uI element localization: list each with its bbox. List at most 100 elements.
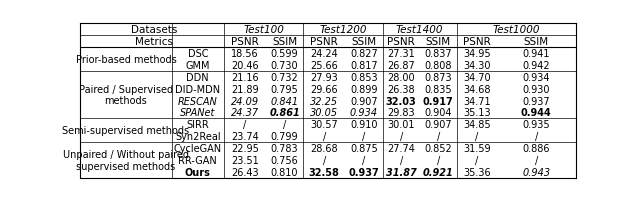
Text: 30.05: 30.05 <box>310 108 339 118</box>
Text: /: / <box>475 155 479 165</box>
Text: 34.30: 34.30 <box>463 60 490 70</box>
Text: Metrics: Metrics <box>136 37 173 47</box>
Text: 29.83: 29.83 <box>387 108 415 118</box>
Text: DDN: DDN <box>186 72 209 82</box>
Text: 22.95: 22.95 <box>231 143 259 153</box>
Text: PSNR: PSNR <box>387 37 415 47</box>
Text: Test1000: Test1000 <box>493 25 540 35</box>
Text: 32.25: 32.25 <box>310 96 339 106</box>
Text: 0.853: 0.853 <box>350 72 378 82</box>
Text: SSIM: SSIM <box>426 37 451 47</box>
Text: 0.730: 0.730 <box>271 60 298 70</box>
Text: SSIM: SSIM <box>351 37 376 47</box>
Text: 0.756: 0.756 <box>271 155 298 165</box>
Text: 0.873: 0.873 <box>424 72 452 82</box>
Text: 27.93: 27.93 <box>310 72 338 82</box>
Text: 28.68: 28.68 <box>310 143 338 153</box>
Text: 0.817: 0.817 <box>350 60 378 70</box>
Text: 34.95: 34.95 <box>463 49 491 59</box>
Text: /: / <box>399 132 403 142</box>
Text: 0.942: 0.942 <box>522 60 550 70</box>
Text: DSC: DSC <box>188 49 208 59</box>
Text: 0.904: 0.904 <box>424 108 452 118</box>
Text: 0.907: 0.907 <box>424 120 452 130</box>
Text: 24.24: 24.24 <box>310 49 338 59</box>
Text: 0.937: 0.937 <box>349 167 380 177</box>
Text: 34.71: 34.71 <box>463 96 491 106</box>
Text: /: / <box>436 155 440 165</box>
Text: 0.930: 0.930 <box>523 84 550 94</box>
Text: Syn2Real: Syn2Real <box>175 132 221 142</box>
Text: /: / <box>475 132 479 142</box>
Text: 21.89: 21.89 <box>231 84 259 94</box>
Text: /: / <box>243 120 246 130</box>
Text: 29.66: 29.66 <box>310 84 338 94</box>
Text: 0.921: 0.921 <box>423 167 454 177</box>
Text: 0.875: 0.875 <box>350 143 378 153</box>
Text: 23.51: 23.51 <box>231 155 259 165</box>
Text: 26.87: 26.87 <box>387 60 415 70</box>
Text: /: / <box>436 132 440 142</box>
Text: Ours: Ours <box>185 167 211 177</box>
Text: 0.808: 0.808 <box>424 60 452 70</box>
Text: 0.841: 0.841 <box>271 96 299 106</box>
Text: 0.907: 0.907 <box>350 96 378 106</box>
Text: 0.935: 0.935 <box>522 120 550 130</box>
Text: 27.74: 27.74 <box>387 143 415 153</box>
Text: 34.68: 34.68 <box>463 84 490 94</box>
Text: GMM: GMM <box>186 60 210 70</box>
Text: 24.37: 24.37 <box>231 108 259 118</box>
Text: PSNR: PSNR <box>463 37 491 47</box>
Text: RR-GAN: RR-GAN <box>179 155 217 165</box>
Text: 0.934: 0.934 <box>350 108 378 118</box>
Text: /: / <box>362 132 365 142</box>
Text: 0.835: 0.835 <box>424 84 452 94</box>
Text: 0.937: 0.937 <box>522 96 550 106</box>
Text: 30.01: 30.01 <box>387 120 415 130</box>
Text: 28.00: 28.00 <box>387 72 415 82</box>
Text: 25.66: 25.66 <box>310 60 338 70</box>
Text: 34.70: 34.70 <box>463 72 491 82</box>
Text: 35.13: 35.13 <box>463 108 491 118</box>
Text: 26.38: 26.38 <box>387 84 415 94</box>
Text: /: / <box>323 132 326 142</box>
Text: SSIM: SSIM <box>524 37 549 47</box>
Text: 0.899: 0.899 <box>350 84 378 94</box>
Text: 27.31: 27.31 <box>387 49 415 59</box>
Text: 0.934: 0.934 <box>523 72 550 82</box>
Text: 18.56: 18.56 <box>231 49 259 59</box>
Text: 26.43: 26.43 <box>231 167 259 177</box>
Text: 0.944: 0.944 <box>521 108 552 118</box>
Text: 31.59: 31.59 <box>463 143 491 153</box>
Text: 0.941: 0.941 <box>523 49 550 59</box>
Text: SIRR: SIRR <box>186 120 209 130</box>
Text: Test100: Test100 <box>243 25 284 35</box>
Text: 0.943: 0.943 <box>522 167 550 177</box>
Text: 32.58: 32.58 <box>309 167 340 177</box>
Text: 24.09: 24.09 <box>231 96 259 106</box>
Text: 0.599: 0.599 <box>271 49 298 59</box>
Text: Test1400: Test1400 <box>396 25 444 35</box>
Text: /: / <box>283 120 286 130</box>
Text: /: / <box>534 155 538 165</box>
Text: 0.732: 0.732 <box>271 72 298 82</box>
Text: /: / <box>399 155 403 165</box>
Text: 0.852: 0.852 <box>424 143 452 153</box>
Text: PSNR: PSNR <box>231 37 259 47</box>
Text: Test1200: Test1200 <box>319 25 367 35</box>
Text: Datasets: Datasets <box>131 25 177 35</box>
Text: Paired / Supervised
methods: Paired / Supervised methods <box>79 84 173 106</box>
Text: 30.57: 30.57 <box>310 120 338 130</box>
Text: /: / <box>534 132 538 142</box>
Text: 23.74: 23.74 <box>231 132 259 142</box>
Text: 35.36: 35.36 <box>463 167 491 177</box>
Text: 0.783: 0.783 <box>271 143 298 153</box>
Text: /: / <box>323 155 326 165</box>
Text: /: / <box>362 155 365 165</box>
Text: 0.861: 0.861 <box>269 108 300 118</box>
Text: Semi-supervised methods: Semi-supervised methods <box>62 126 189 136</box>
Text: 31.87: 31.87 <box>386 167 417 177</box>
Text: 20.46: 20.46 <box>231 60 259 70</box>
Text: CycleGAN: CycleGAN <box>173 143 222 153</box>
Text: Prior-based methods: Prior-based methods <box>76 55 176 65</box>
